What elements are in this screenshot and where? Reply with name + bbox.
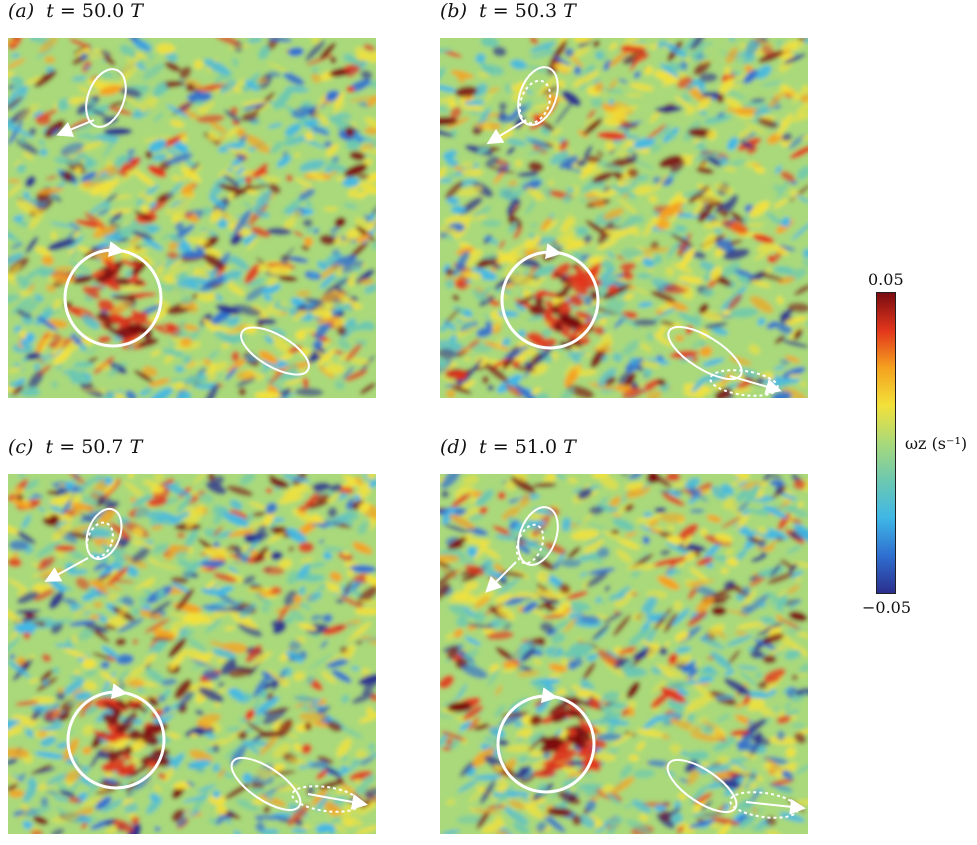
rotation-arrow <box>540 687 592 727</box>
motion-arrow <box>44 557 89 582</box>
current-eddy-ellipse-lower <box>291 785 361 813</box>
vorticity-field-c <box>8 474 376 834</box>
motion-arrow-lower <box>745 798 806 815</box>
rotation-arrow <box>544 243 596 283</box>
panel-a-letter: (a) <box>8 0 35 22</box>
previous-eddy-ellipse <box>518 79 552 125</box>
panel-d-title: (d) t = 51.0 T <box>440 436 576 458</box>
current-eddy-ellipse-lower <box>709 369 779 397</box>
panel-c-letter: (c) <box>8 436 34 458</box>
panel-d-unit: T <box>563 436 576 458</box>
motion-arrow <box>485 561 517 593</box>
rotation-arrow <box>107 241 159 281</box>
panel-a-field <box>8 38 376 398</box>
colorbar-max-label: 0.05 <box>868 270 904 289</box>
vorticity-field-a <box>8 38 376 398</box>
tracked-eddy-ellipse-lower <box>666 758 738 814</box>
motion-arrow <box>486 119 527 145</box>
panel-b-time: 50.3 <box>514 0 558 22</box>
panel-c-unit: T <box>129 436 143 458</box>
current-eddy-ellipse-lower <box>729 791 799 819</box>
panel-d-field <box>440 474 808 834</box>
motion-arrow-lower <box>307 793 368 810</box>
motion-arrow-lower <box>729 375 782 395</box>
tracked-eddy-ellipse-lower <box>240 326 310 376</box>
panel-c-title: (c) t = 50.7 T <box>8 436 143 458</box>
panel-b-title: (b) t = 50.3 T <box>440 0 576 22</box>
tracked-eddy-ellipse-lower <box>667 325 743 381</box>
previous-eddy-ellipse <box>515 523 545 565</box>
tracked-eddy-ellipse-lower <box>230 756 302 812</box>
panel-b-unit: T <box>563 0 576 22</box>
rotation-arrow <box>110 683 162 723</box>
panel-d-letter: (d) <box>440 436 467 458</box>
tracked-eddy-ellipse <box>85 507 123 561</box>
annotations-a <box>56 68 310 376</box>
panel-d-time: 51.0 <box>514 436 558 458</box>
previous-eddy-ellipse <box>86 521 114 559</box>
panel-b-letter: (b) <box>440 0 467 22</box>
panel-a-time: 50.0 <box>81 0 125 22</box>
motion-arrow <box>56 119 95 137</box>
colorbar-quantity-label: ωz (s⁻¹) <box>905 434 968 453</box>
annotations-b <box>486 66 782 397</box>
colorbar-min-label: −0.05 <box>862 598 912 617</box>
vorticity-field-d <box>440 474 808 834</box>
annotations-c <box>44 507 368 813</box>
tracked-eddy-ellipse <box>517 66 559 126</box>
panel-a-unit: T <box>130 0 143 22</box>
panel-c-field <box>8 474 376 834</box>
colorbar <box>876 292 896 594</box>
tracked-eddy-ellipse <box>85 68 127 128</box>
panel-b-field <box>440 38 808 398</box>
panel-a-title: (a) t = 50.0 T <box>8 0 143 22</box>
tracked-eddy-ellipse <box>517 506 559 566</box>
panel-c-time: 50.7 <box>81 436 124 458</box>
annotations-d <box>485 506 806 819</box>
